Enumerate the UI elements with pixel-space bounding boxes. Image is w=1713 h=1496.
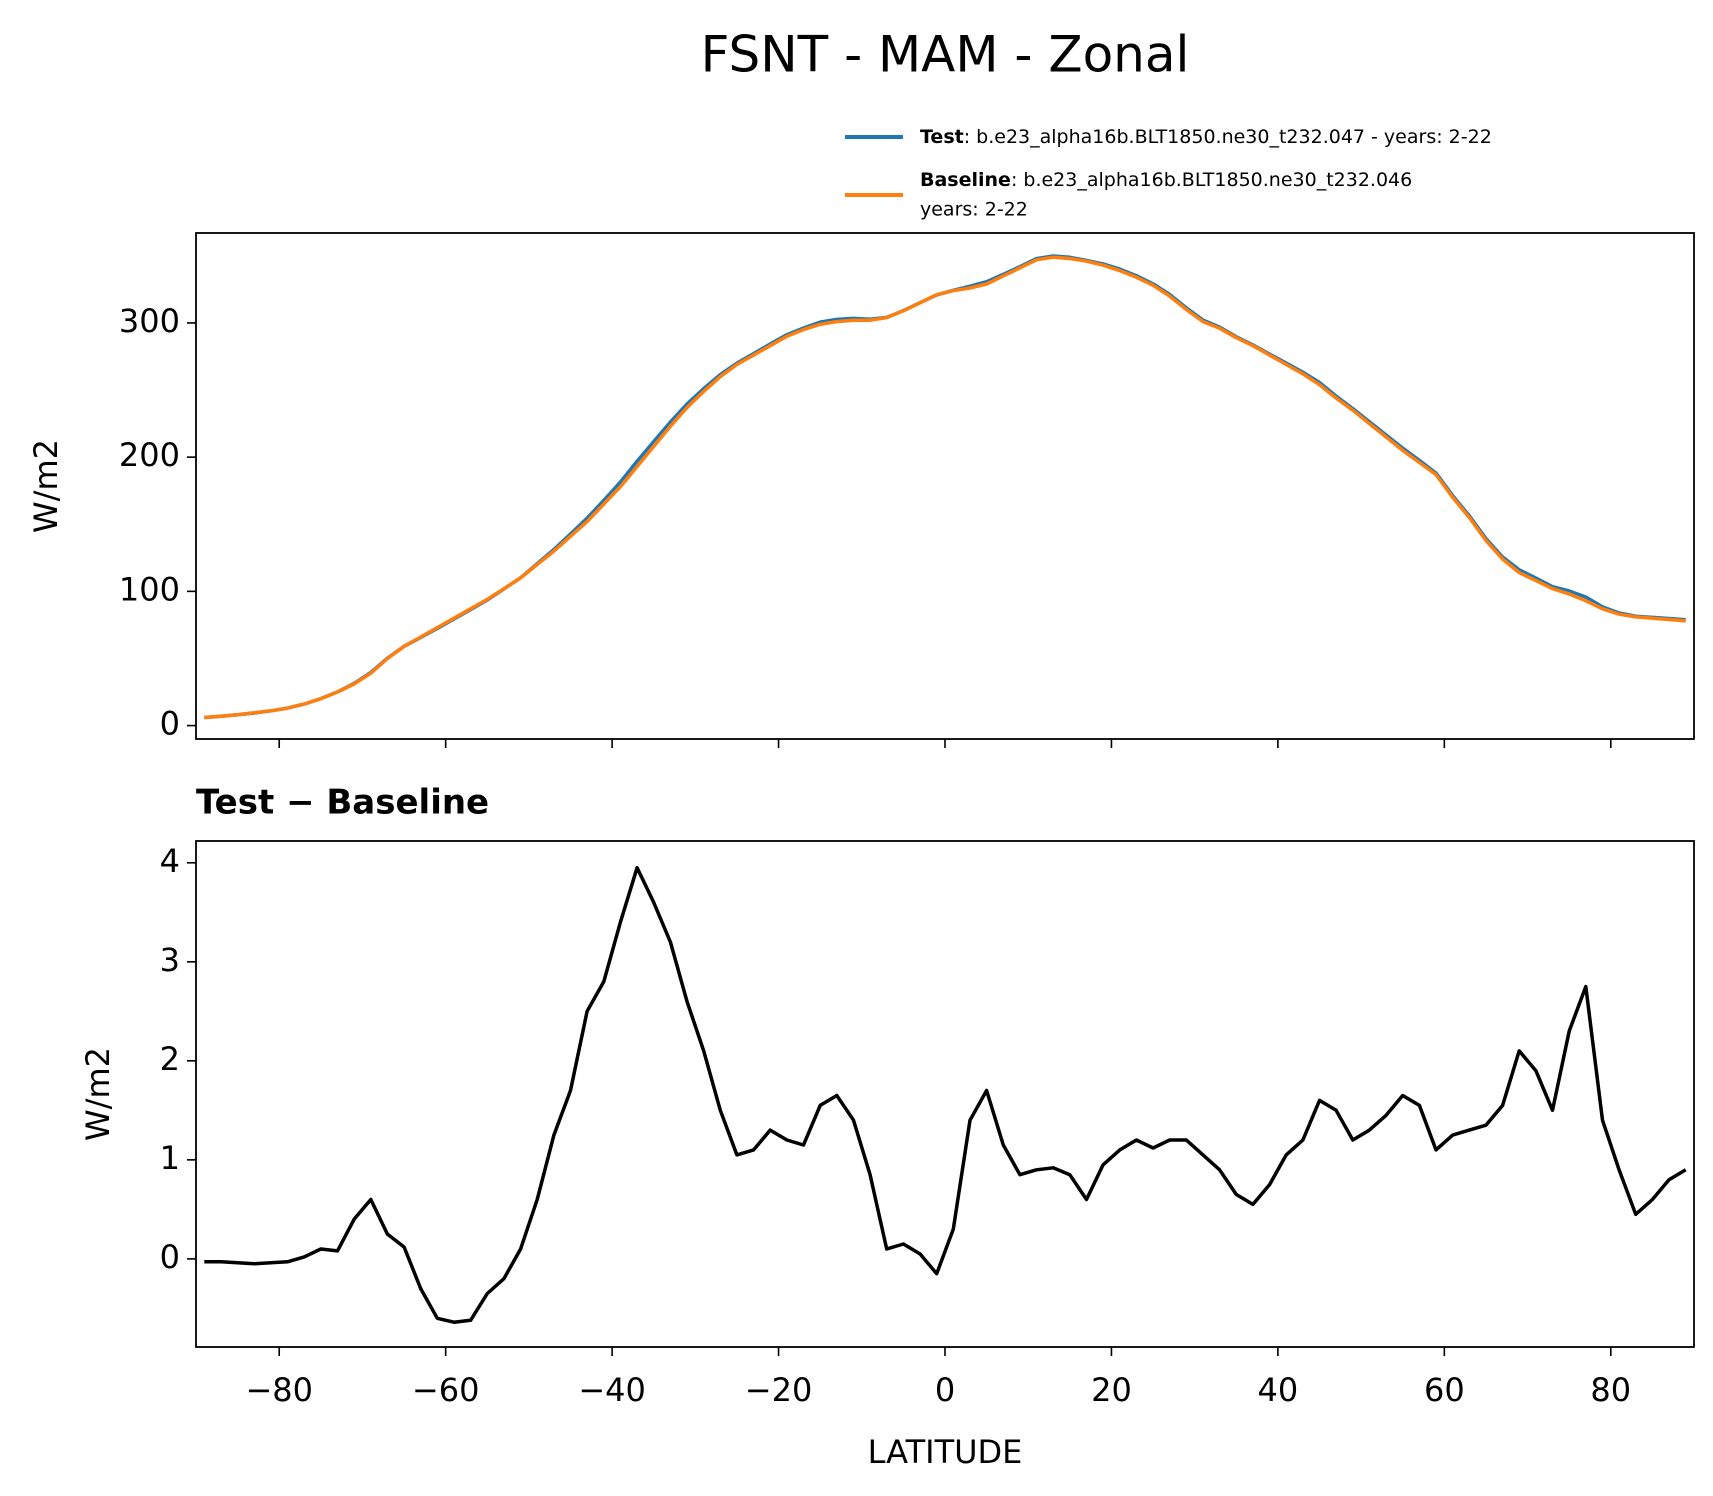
x-tick-label: 60	[1424, 1371, 1465, 1409]
y-tick-label: 1	[160, 1139, 180, 1177]
y-tick-label: 100	[119, 570, 180, 608]
y-tick-label: 3	[160, 941, 180, 979]
x-tick-label: −40	[578, 1371, 646, 1409]
y-tick-label: 4	[160, 842, 180, 880]
y-axis-label: W/m2	[79, 1047, 117, 1141]
legend-description: : b.e23_alpha16b.BLT1850.ne30_t232.046	[1011, 169, 1412, 191]
legend-entry: Baseline: b.e23_alpha16b.BLT1850.ne30_t2…	[920, 169, 1412, 191]
x-axis-label: LATITUDE	[868, 1433, 1023, 1471]
data-line	[204, 255, 1686, 720]
legend-name: Baseline	[920, 169, 1011, 191]
figure-title: FSNT - MAM - Zonal	[701, 26, 1190, 84]
x-tick-label: −80	[245, 1371, 313, 1409]
plot-frame	[195, 232, 1695, 740]
data-line	[204, 865, 1687, 1324]
y-tick-label: 2	[160, 1040, 180, 1078]
plot-frame	[195, 840, 1695, 1348]
x-tick-label: 20	[1091, 1371, 1132, 1409]
legend-entry: Test: b.e23_alpha16b.BLT1850.ne30_t232.0…	[920, 126, 1492, 148]
x-tick-label: 80	[1590, 1371, 1631, 1409]
y-tick-label: 200	[119, 436, 180, 474]
y-axis-label: W/m2	[27, 439, 65, 533]
y-tick-label: 300	[119, 302, 180, 340]
x-tick-label: −60	[412, 1371, 480, 1409]
y-tick-label: 0	[160, 1238, 180, 1276]
legend-name: Test	[920, 126, 964, 148]
legend-description: : b.e23_alpha16b.BLT1850.ne30_t232.047 -…	[964, 126, 1492, 148]
legend-description: years: 2-22	[920, 199, 1028, 221]
subplot-title: Test − Baseline	[196, 783, 489, 823]
y-tick-label: 0	[160, 705, 180, 743]
x-tick-label: 0	[935, 1371, 955, 1409]
x-tick-label: 40	[1258, 1371, 1299, 1409]
x-tick-label: −20	[745, 1371, 813, 1409]
